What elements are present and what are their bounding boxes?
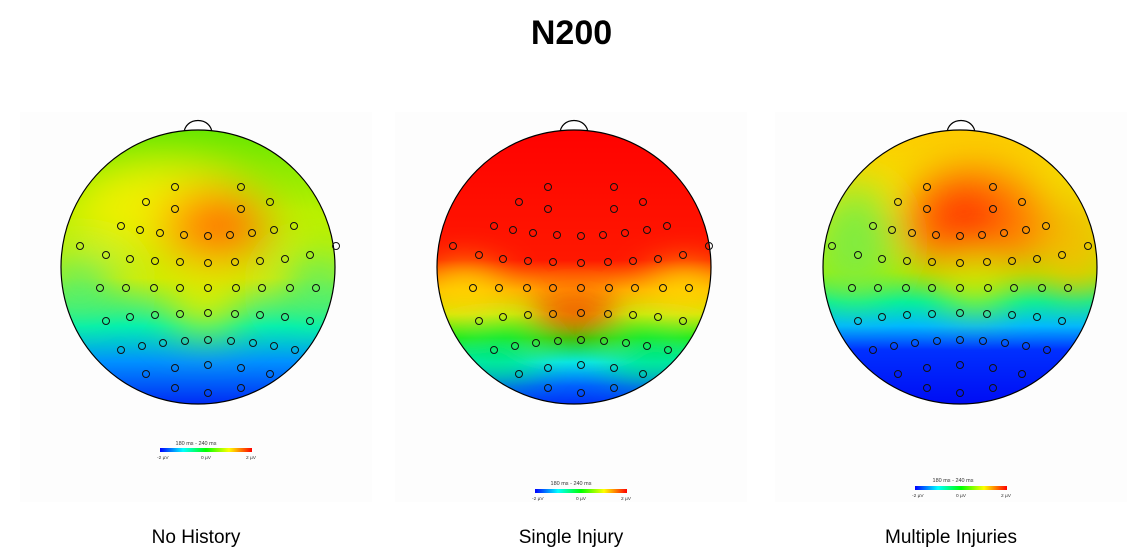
panel-caption-single-injury: Single Injury (518, 527, 624, 548)
panel-caption-no-history: No History (151, 527, 241, 548)
colorbar-gradient (160, 448, 252, 452)
colorbar: 180 ms - 240 ms -2 µV 0 µV 2 µV (157, 441, 257, 461)
topomap-multiple-injuries: 180 ms - 240 ms -2 µV 0 µV 2 µV (822, 119, 1098, 499)
colorbar-time-range: 180 ms - 240 ms (551, 481, 592, 487)
colorbar-time-range: 180 ms - 240 ms (933, 478, 974, 484)
topomap-panel-single-injury: 180 ms - 240 ms -2 µV 0 µV 2 µV (395, 112, 747, 502)
topomap-single-injury: 180 ms - 240 ms -2 µV 0 µV 2 µV (436, 119, 713, 502)
scalp-map (823, 130, 1097, 404)
colorbar-mid-label: 0 µV (576, 496, 587, 502)
colorbar: 180 ms - 240 ms -2 µV 0 µV 2 µV (912, 478, 1012, 499)
colorbar-min-label: -2 µV (912, 493, 924, 499)
head-outline (822, 129, 1098, 405)
colorbar-min-label: -2 µV (532, 496, 544, 502)
topomap-panel-no-history: 180 ms - 240 ms -2 µV 0 µV 2 µV (20, 112, 372, 502)
scalp-map (437, 130, 711, 404)
colorbar-gradient (915, 486, 1007, 490)
colorbar-min-label: -2 µV (157, 455, 169, 461)
colorbar-gradient (535, 489, 627, 493)
colorbar-max-label: 2 µV (246, 455, 257, 461)
colorbar-mid-label: 0 µV (201, 455, 212, 461)
head-outline (60, 129, 336, 405)
electrode-markers (828, 183, 1092, 397)
figure-title: N200 (530, 14, 613, 52)
head-outline (436, 129, 712, 405)
colorbar-max-label: 2 µV (1001, 493, 1012, 499)
electrode-markers (449, 183, 713, 397)
colorbar-max-label: 2 µV (621, 496, 632, 502)
colorbar: 180 ms - 240 ms -2 µV 0 µV 2 µV (532, 481, 632, 502)
panel-caption-multiple-injuries: Multiple Injuries (885, 527, 1017, 548)
colorbar-mid-label: 0 µV (956, 493, 967, 499)
topomap-panel-multiple-injuries: 180 ms - 240 ms -2 µV 0 µV 2 µV (775, 112, 1127, 502)
topomap-no-history: 180 ms - 240 ms -2 µV 0 µV 2 µV (60, 119, 340, 461)
scalp-map (61, 130, 335, 404)
colorbar-time-range: 180 ms - 240 ms (176, 441, 217, 447)
electrode-markers (76, 183, 340, 397)
